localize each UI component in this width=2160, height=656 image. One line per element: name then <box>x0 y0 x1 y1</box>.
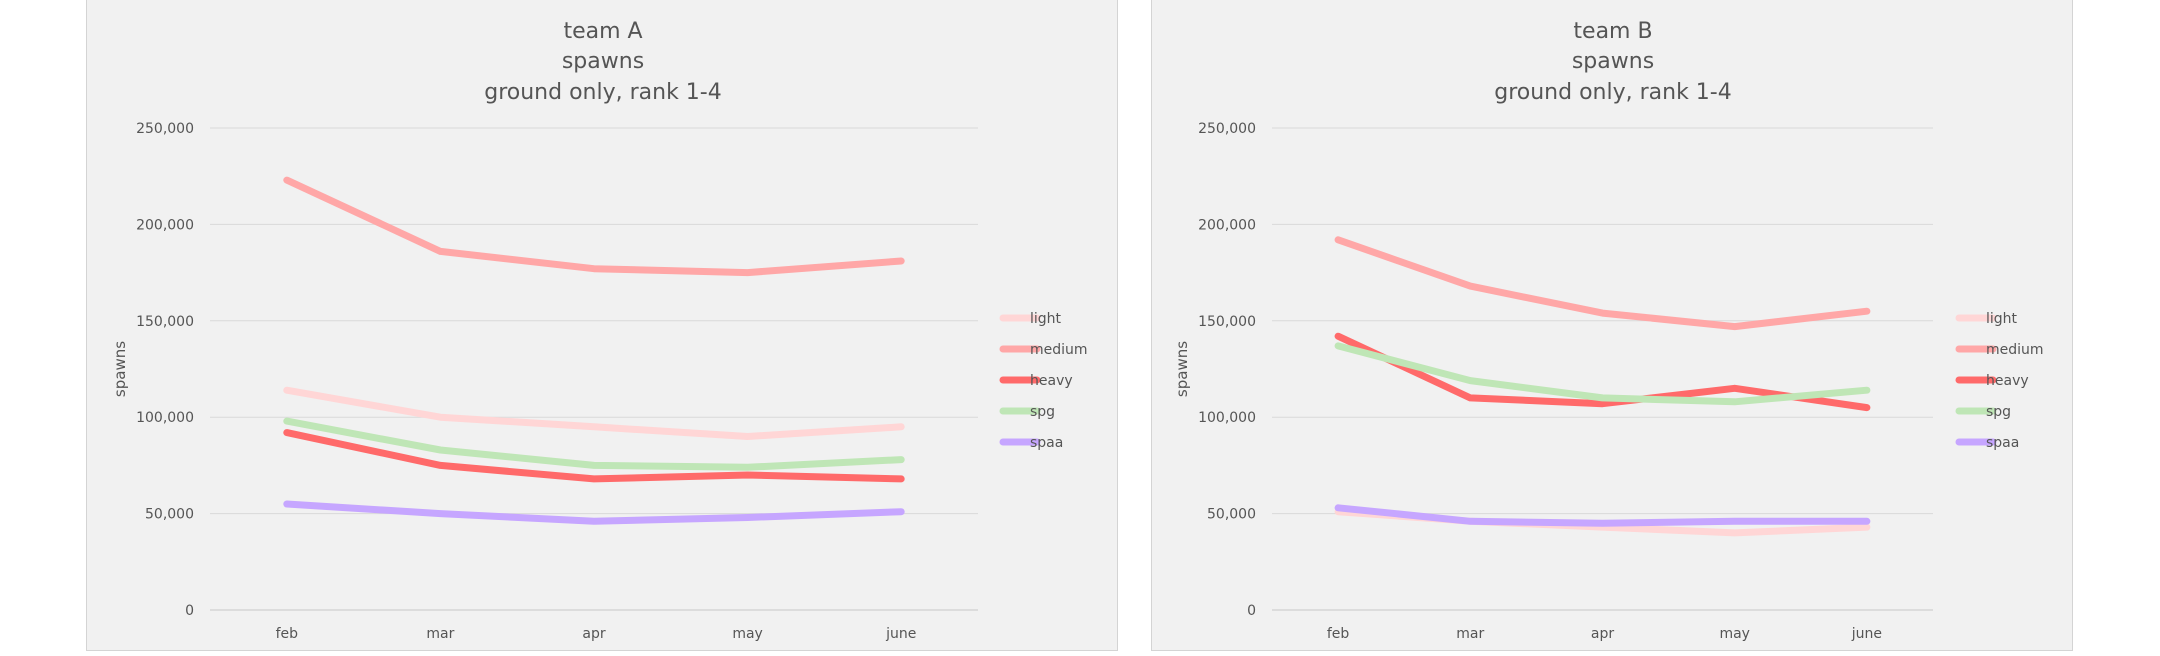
x-tick-label: mar <box>1456 626 1484 642</box>
y-axis-title: spawns <box>111 341 129 397</box>
chart-team-b: team B spawns ground only, rank 1-4 0 50,000… <box>1151 0 2073 651</box>
x-tick-label: apr <box>582 626 605 642</box>
y-tick-label: 50,000 <box>145 507 194 523</box>
chart-team-a: team A spawns ground only, rank 1-4 0 50,000… <box>86 0 1118 651</box>
legend-label-heavy: heavy <box>1986 373 2029 389</box>
y-axis-title: spawns <box>1173 341 1191 397</box>
legend-label-spaa: spaa <box>1986 435 2019 451</box>
legend-label-spaa: spaa <box>1030 435 1063 451</box>
legend-label-medium: medium <box>1030 342 1088 358</box>
series-line-spaa <box>283 500 905 525</box>
x-tick-label: apr <box>1591 626 1614 642</box>
series-line-light <box>283 386 905 440</box>
chart-title-line: spawns <box>562 49 644 74</box>
chart-title-line: spawns <box>1572 49 1654 74</box>
chart-team-b-svg: team B spawns ground only, rank 1-4 0 50,000… <box>1173 19 2044 642</box>
y-tick-label: 250,000 <box>136 121 194 137</box>
y-tick-label: 200,000 <box>1198 217 1256 233</box>
series-line-medium <box>1334 236 1871 331</box>
x-tick-label: feb <box>276 626 299 642</box>
x-tick-label: may <box>1719 626 1750 642</box>
y-tick-label: 100,000 <box>136 410 194 426</box>
legend-label-heavy: heavy <box>1030 373 1073 389</box>
x-tick-label: june <box>885 626 916 642</box>
series-line-heavy <box>283 429 905 483</box>
y-tick-label: 0 <box>1247 603 1256 619</box>
series-line-medium <box>283 176 905 277</box>
x-tick-label: feb <box>1327 626 1350 642</box>
x-tick-label: may <box>732 626 763 642</box>
y-tick-label: 250,000 <box>1198 121 1256 137</box>
chart-title-line: team A <box>563 19 642 44</box>
y-tick-label: 200,000 <box>136 217 194 233</box>
legend-label-spg: spg <box>1986 404 2011 420</box>
chart-team-a-svg: team A spawns ground only, rank 1-4 0 50,000… <box>111 19 1088 642</box>
series-line-spg <box>283 417 905 471</box>
series-line-spaa <box>1334 504 1871 527</box>
chart-title-line: ground only, rank 1-4 <box>484 80 722 105</box>
y-tick-label: 50,000 <box>1207 507 1256 523</box>
chart-title-line: team B <box>1573 19 1652 44</box>
legend-label-medium: medium <box>1986 342 2044 358</box>
x-tick-label: mar <box>426 626 454 642</box>
y-tick-label: 150,000 <box>1198 314 1256 330</box>
legend-label-light: light <box>1986 311 2018 327</box>
x-tick-label: june <box>1851 626 1882 642</box>
legend-label-spg: spg <box>1030 404 1055 420</box>
chart-title-line: ground only, rank 1-4 <box>1494 80 1732 105</box>
legend-label-light: light <box>1030 311 1062 327</box>
y-tick-label: 0 <box>185 603 194 619</box>
series-line-spg <box>1334 342 1871 406</box>
y-tick-label: 150,000 <box>136 314 194 330</box>
y-tick-label: 100,000 <box>1198 410 1256 426</box>
